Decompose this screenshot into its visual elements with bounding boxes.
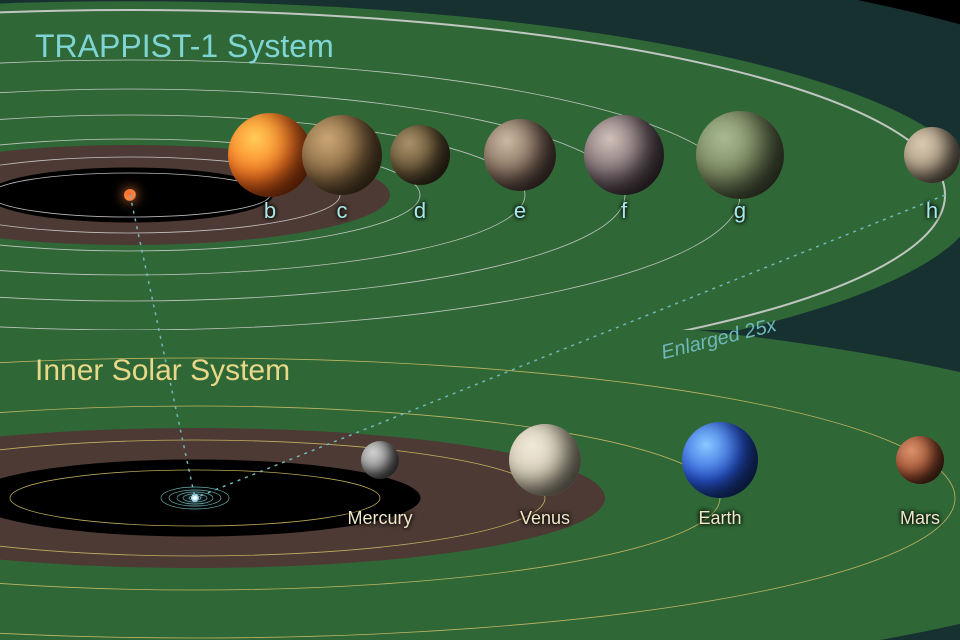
solar-planet-mercury [361,441,399,479]
solar-title: Inner Solar System [35,354,290,388]
star [191,494,199,502]
solar-label-venus: Venus [485,508,605,529]
trappist-planet-g [696,111,784,199]
trappist-panel: TRAPPIST-1 System bcdefgh [0,0,960,330]
trappist-label-g: g [680,198,800,224]
star [124,189,136,201]
trappist-planet-h [904,127,960,183]
solar-planet-earth [682,422,758,498]
trappist-planet-e [484,119,556,191]
trappist-planet-d [390,125,450,185]
solar-label-mercury: Mercury [320,508,440,529]
trappist-label-e: e [460,198,580,224]
solar-label-mars: Mars [860,508,960,529]
trappist-planet-f [584,115,664,195]
trappist-label-f: f [564,198,684,224]
solar-planet-venus [509,424,581,496]
solar-label-earth: Earth [660,508,780,529]
trappist-title: TRAPPIST-1 System [35,28,334,65]
trappist-planet-c [302,115,382,195]
solar-planet-mars [896,436,944,484]
trappist-planet-b [228,113,312,197]
solar-panel: Inner Solar System Mercury Venus Earth Mars [0,330,960,640]
trappist-label-h: h [872,198,960,224]
